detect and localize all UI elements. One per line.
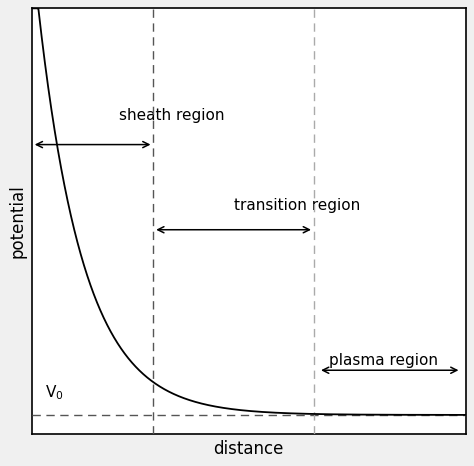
Text: sheath region: sheath region [118,108,224,123]
X-axis label: distance: distance [214,439,284,458]
Text: plasma region: plasma region [329,353,438,368]
Text: transition region: transition region [234,198,360,212]
Text: V$_0$: V$_0$ [45,384,64,402]
Y-axis label: potential: potential [9,185,27,258]
